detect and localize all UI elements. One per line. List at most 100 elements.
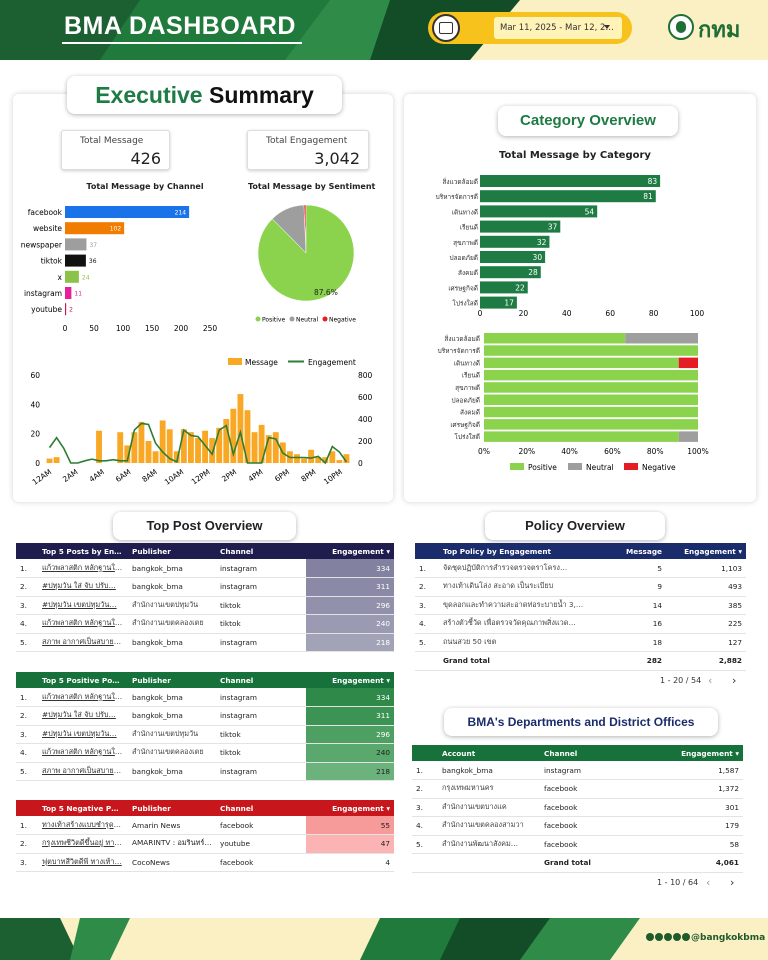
table-row[interactable]: 5. สภาพ อากาศเป็นสบายก… bangkok_bma instagr… — [16, 633, 394, 652]
table-row[interactable]: 3. สำนักงานเขตบางแค facebook 301 — [412, 798, 743, 817]
engagement-value: 47 — [306, 834, 394, 854]
col-engagement-sort[interactable]: Engagement ▾ — [681, 748, 739, 758]
line-icon[interactable] — [664, 933, 672, 941]
table-row[interactable]: 2. กรุงเทพชีวิตดีขึ้นอยู่ ทาง… AMARINTV : … — [16, 834, 394, 854]
col-publisher[interactable]: Publisher — [132, 546, 171, 556]
table-row[interactable]: 3. #ปทุมวัน เขตปทุมวัน… สำนักงานเขตปทุมวัน… — [16, 596, 394, 615]
table-row[interactable]: 2. กรุงเทพมหานคร facebook 1,372 — [412, 779, 743, 799]
row-index: 3. — [16, 725, 38, 744]
col-channel[interactable]: Channel — [220, 675, 254, 685]
col-policy[interactable]: Top Policy by Engagement — [443, 546, 552, 556]
col-channel[interactable]: Channel — [220, 803, 254, 813]
table-row[interactable]: 2. #ปทุมวัน ใส่ จับ ปรับ… bangkok_bma insta… — [16, 706, 394, 726]
message-bar — [138, 421, 145, 463]
engagement-value: 296 — [306, 596, 394, 615]
table-row[interactable]: 2. #ปทุมวัน ใส่ จับ ปรับ… bangkok_bma insta… — [16, 577, 394, 597]
col-post[interactable]: Top 5 Positive Po… — [42, 675, 120, 685]
table-row[interactable]: 4. แก้วพลาสติก หลักฐานในก… สำนักงานเขตคลอง… — [16, 614, 394, 634]
channel: facebook — [540, 835, 640, 854]
top5-positive-posts-table: Top 5 Positive Po… Publisher Channel Eng… — [16, 672, 394, 781]
pager-prev-icon[interactable]: ‹ — [708, 674, 713, 687]
facebook-icon[interactable] — [655, 933, 663, 941]
post-link[interactable]: #ปทุมวัน เขตปทุมวัน… — [38, 725, 128, 744]
category-label: website — [33, 224, 62, 233]
channel: tiktok — [216, 614, 306, 634]
col-channel[interactable]: Channel — [220, 546, 254, 556]
post-link[interactable]: #ปทุมวัน ใส่ จับ ปรับ… — [38, 706, 128, 726]
message-count: 9 — [596, 577, 666, 597]
col-engagement-sort[interactable]: Engagement ▾ — [332, 675, 390, 685]
bar — [65, 287, 72, 299]
table-row[interactable]: 2. ทางเท้าเดินโล่ง สะอาด เป็นระเบียบ 9 493 — [415, 577, 746, 597]
post-link[interactable]: สภาพ อากาศเป็นสบายก… — [38, 762, 128, 781]
table-row[interactable]: 5. ถนนสวย 50 เขต 18 127 — [415, 633, 746, 652]
col-publisher[interactable]: Publisher — [132, 675, 171, 685]
empty-cell — [438, 853, 540, 873]
chevron-down-icon[interactable] — [604, 25, 610, 29]
pager-next-icon[interactable]: › — [730, 876, 735, 889]
message-bar — [251, 432, 258, 463]
message-bar — [216, 427, 223, 463]
social-links[interactable]: @bangkokbma — [646, 933, 765, 943]
calendar-icon[interactable] — [432, 14, 460, 42]
engagement-value: 127 — [666, 633, 746, 652]
table-row[interactable]: 4. แก้วพลาสติก หลักฐานในก… สำนักงานเขตคลอง… — [16, 743, 394, 763]
legend-dot — [322, 316, 328, 322]
col-engagement-sort[interactable]: Engagement ▾ — [332, 546, 390, 556]
category-label: youtube — [31, 305, 62, 314]
col-engagement-sort[interactable]: Engagement ▾ — [684, 546, 742, 556]
table-row[interactable]: 5. สภาพ อากาศเป็นสบายก… bangkok_bma instagr… — [16, 762, 394, 781]
table-row[interactable]: 5. สำนักงานพัฒนาสังคม… facebook 58 — [412, 835, 743, 854]
post-link[interactable]: #ปทุมวัน ใส่ จับ ปรับ… — [38, 577, 128, 597]
publisher: สำนักงานเขตคลองเตย — [128, 743, 216, 763]
x-icon[interactable] — [646, 933, 654, 941]
x-tick-label: 10AM — [163, 467, 185, 487]
col-message[interactable]: Message — [626, 546, 662, 556]
post-link[interactable]: กรุงเทพชีวิตดีขึ้นอยู่ ทาง… — [38, 834, 128, 854]
category-label: ปลอดภัยดี — [449, 254, 478, 262]
table-row[interactable]: 1. bangkok_bma instagram 1,587 — [412, 761, 743, 780]
table-row[interactable]: 3. ขุดลอกและทำความสะอาดท่อระบายน้ำ 3,… 14 3… — [415, 596, 746, 615]
col-post[interactable]: Top 5 Posts by En… — [42, 546, 122, 556]
post-link[interactable]: ฟุตบาทสีวิตดีพี ทางเท้า… — [38, 853, 128, 872]
message-bar — [96, 430, 102, 463]
post-link[interactable]: #ปทุมวัน เขตปทุมวัน… — [38, 596, 128, 615]
table-row[interactable]: 3. #ปทุมวัน เขตปทุมวัน… สำนักงานเขตปทุมวัน… — [16, 725, 394, 744]
message-bar — [53, 457, 60, 463]
category-label: ปลอดภัยดี — [451, 396, 480, 404]
message-bar — [166, 429, 173, 463]
table-row[interactable]: 3. ฟุตบาทสีวิตดีพี ทางเท้า… CocoNews facebo… — [16, 853, 394, 872]
col-engagement-sort[interactable]: Engagement ▾ — [332, 803, 390, 813]
col-channel[interactable]: Channel — [544, 748, 578, 758]
post-link[interactable]: แก้วพลาสติก หลักฐานในก… — [38, 559, 128, 578]
row-index: 3. — [415, 596, 439, 615]
grand-total-label: Grand total — [439, 651, 596, 671]
date-range-value[interactable]: Mar 11, 2025 - Mar 12, 2… — [494, 17, 622, 39]
col-account[interactable]: Account — [442, 748, 476, 758]
post-link[interactable]: แก้วพลาสติก หลักฐานในก… — [38, 688, 128, 707]
bar — [480, 296, 517, 309]
pager-next-icon[interactable]: › — [732, 674, 737, 687]
instagram-icon[interactable] — [673, 933, 681, 941]
message-bar — [117, 432, 124, 463]
table-row[interactable]: 1. ทางเท้าสร้างแบบชำรุดแก้… Amarin News fac… — [16, 816, 394, 835]
col-post[interactable]: Top 5 Negative P… — [42, 803, 119, 813]
message-bar — [336, 460, 343, 463]
row-index — [412, 853, 438, 873]
table-row[interactable]: 1. จัดชุดปฏิบัติการสำรวจตรวจตราโครง… 5 1,10… — [415, 559, 746, 578]
table-row[interactable]: 4. สำนักงานเขตคลองสามวา facebook 179 — [412, 816, 743, 836]
col-publisher[interactable]: Publisher — [132, 803, 171, 813]
post-link[interactable]: สภาพ อากาศเป็นสบายก… — [38, 633, 128, 652]
publisher: สำนักงานเขตปทุมวัน — [128, 596, 216, 615]
post-link[interactable]: ทางเท้าสร้างแบบชำรุดแก้… — [38, 816, 128, 835]
account-name: bangkok_bma — [438, 761, 540, 780]
table-row[interactable]: 1. แก้วพลาสติก หลักฐานในก… bangkok_bma inst… — [16, 688, 394, 707]
post-link[interactable]: แก้วพลาสติก หลักฐานในก… — [38, 743, 128, 763]
table-row[interactable]: 4. สร้างตัวชี้วัด เพื่อตรวจวัดคุณภาพสิ่งแ… — [415, 614, 746, 634]
social-handle[interactable]: @bangkokbma — [691, 933, 766, 943]
pager-prev-icon[interactable]: ‹ — [706, 876, 711, 889]
table-row[interactable]: 1. แก้วพลาสติก หลักฐานในก… bangkok_bma inst… — [16, 559, 394, 578]
data-label: 28 — [528, 268, 538, 277]
post-link[interactable]: แก้วพลาสติก หลักฐานในก… — [38, 614, 128, 634]
tiktok-icon[interactable] — [682, 933, 690, 941]
